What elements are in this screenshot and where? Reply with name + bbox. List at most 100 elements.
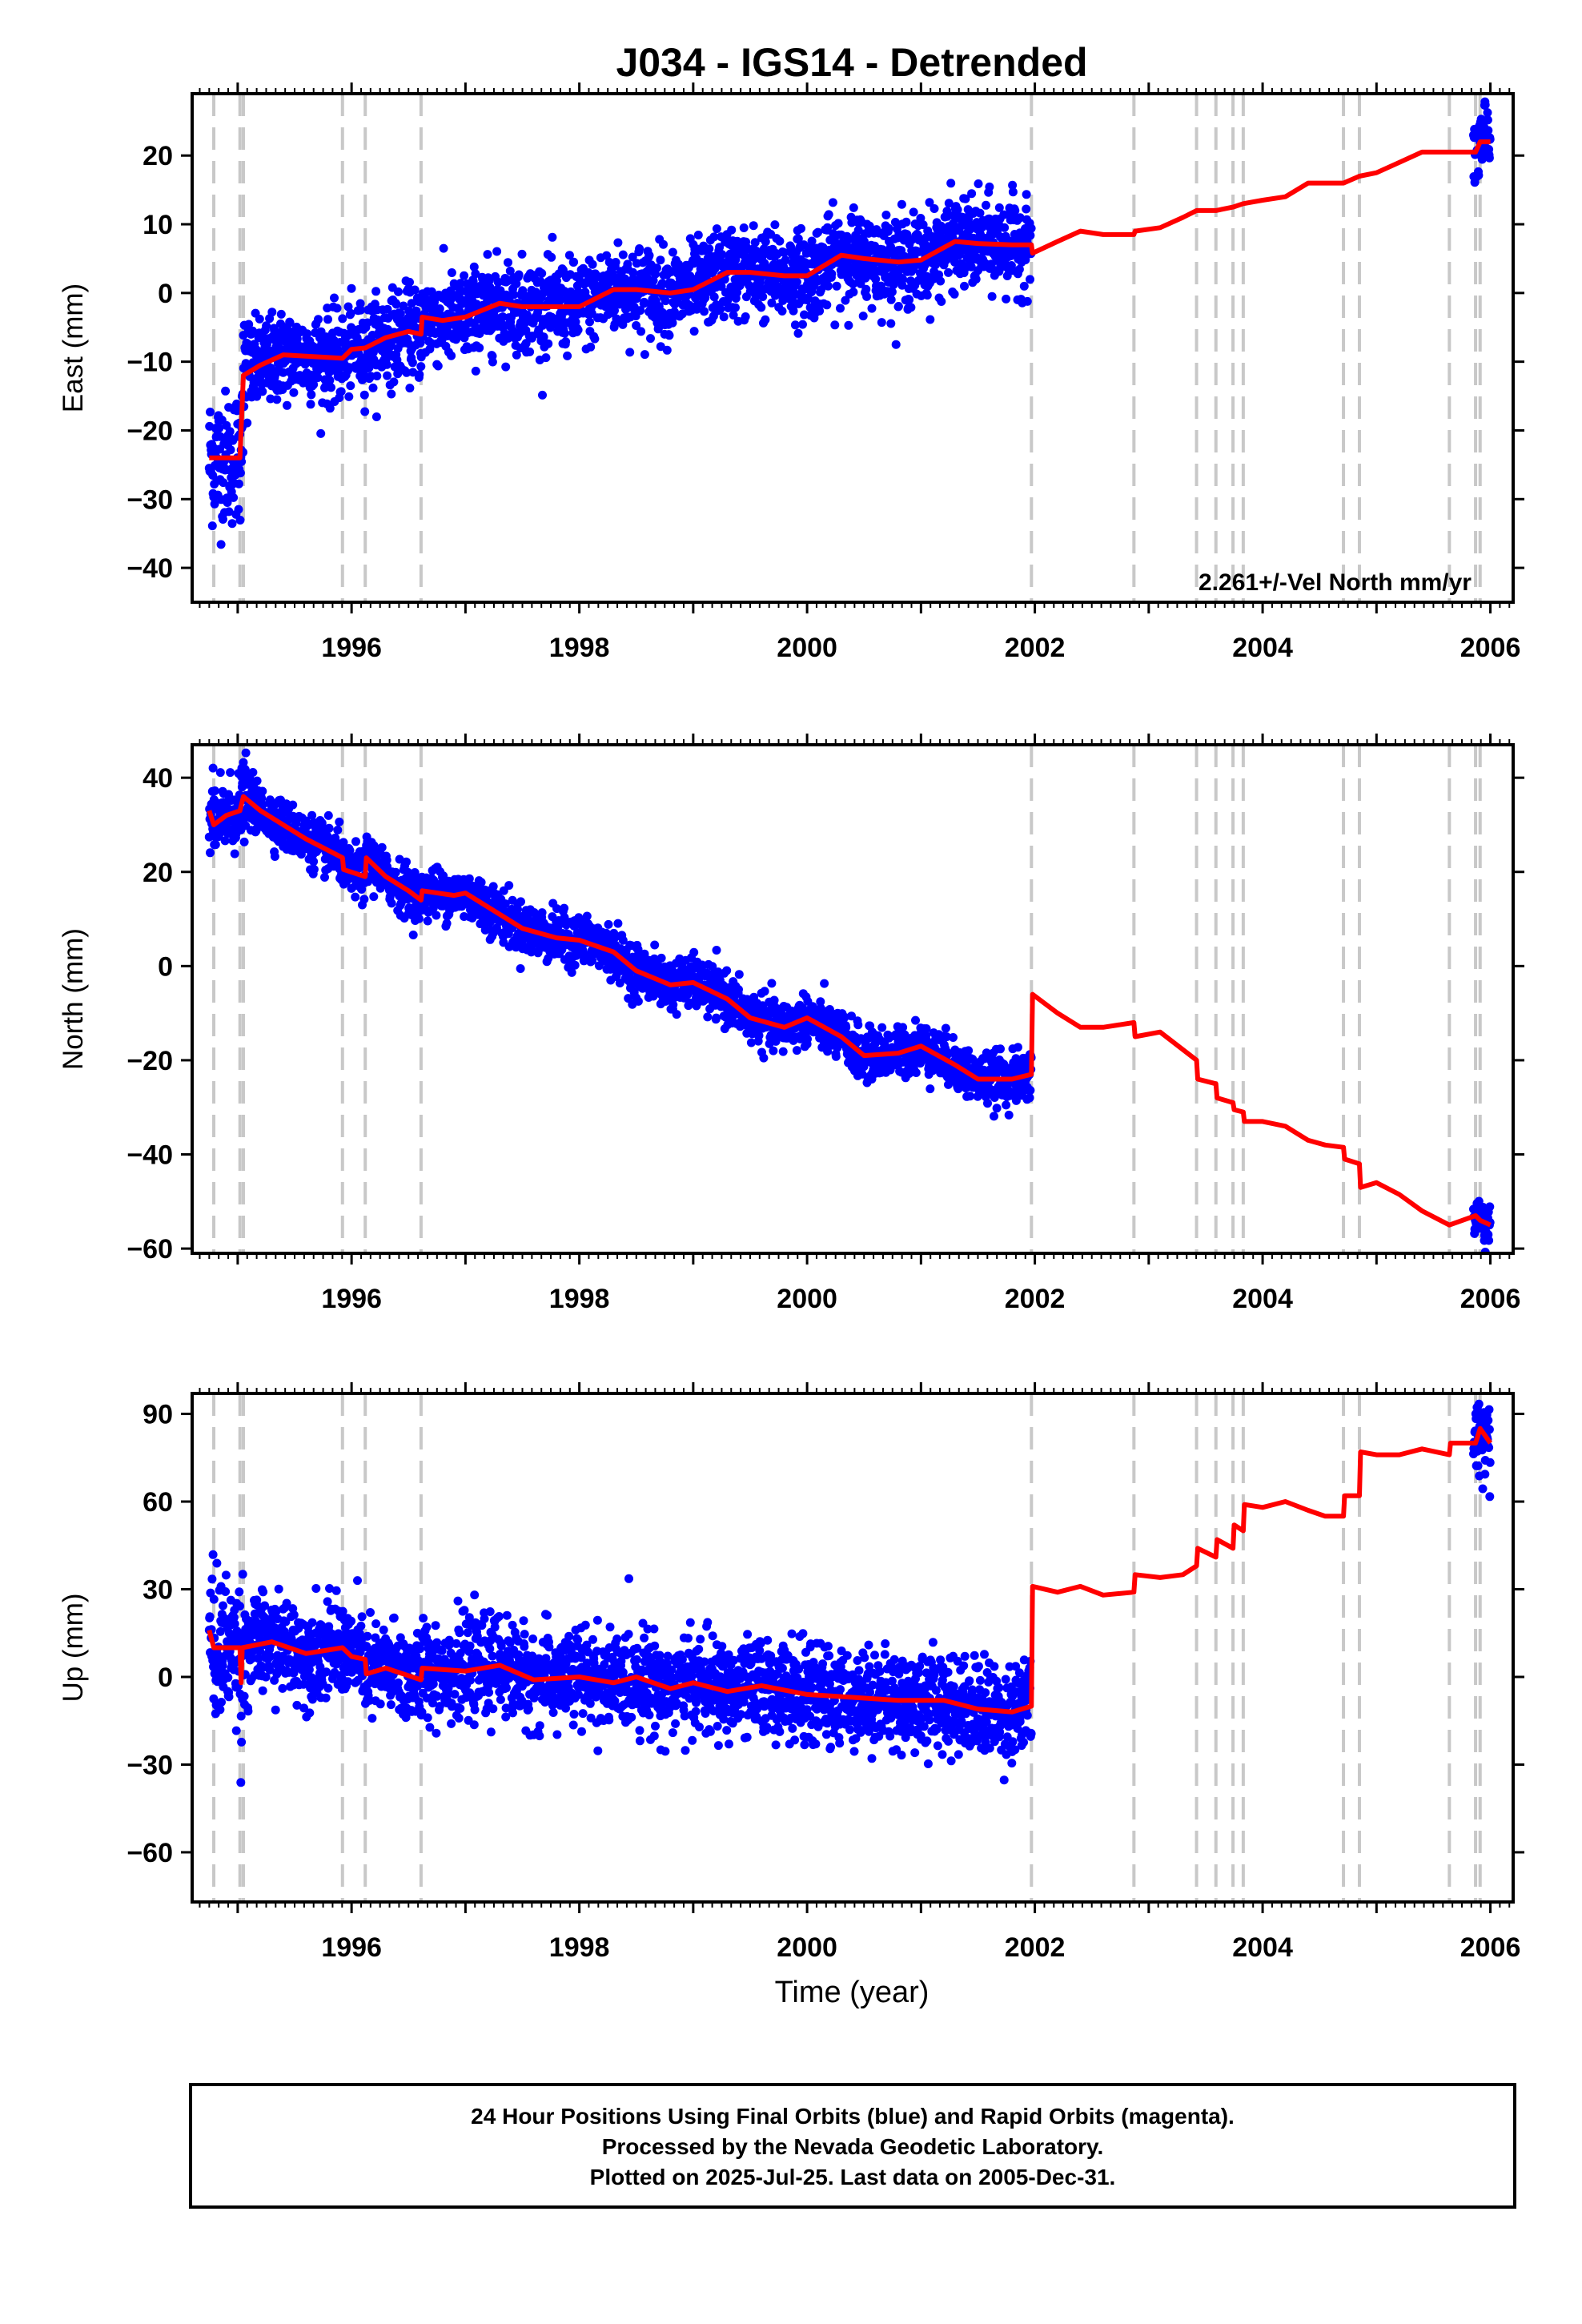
position-point	[930, 204, 939, 213]
position-point	[758, 292, 768, 301]
position-point	[234, 479, 243, 489]
position-point	[225, 427, 235, 436]
position-point	[327, 383, 335, 392]
position-point	[901, 217, 911, 227]
position-point	[372, 372, 382, 380]
position-point	[227, 519, 237, 529]
position-point	[770, 220, 780, 230]
position-point	[893, 302, 903, 311]
position-point	[709, 232, 719, 242]
break-lines	[212, 745, 1482, 1253]
position-point	[823, 281, 833, 291]
position-point	[1474, 171, 1484, 180]
position-point	[582, 911, 592, 921]
position-point	[946, 179, 956, 188]
position-point	[383, 371, 392, 380]
position-point	[313, 373, 323, 382]
y-tick-label: −20	[126, 416, 173, 446]
position-point	[636, 306, 645, 316]
position-point	[258, 786, 267, 796]
position-point	[891, 340, 901, 349]
position-point	[749, 221, 758, 231]
position-point	[803, 1035, 812, 1043]
position-point	[516, 897, 525, 907]
position-point	[561, 337, 571, 347]
position-point	[693, 231, 703, 239]
position-point	[798, 320, 807, 329]
position-point	[468, 276, 478, 286]
position-point	[402, 368, 412, 377]
position-point	[394, 287, 403, 296]
position-point	[216, 540, 226, 549]
position-point	[405, 277, 414, 287]
position-point	[585, 317, 594, 327]
position-point	[867, 304, 877, 313]
position-point	[897, 199, 906, 209]
east-panel: 1996 1998 2000 2002 2004 200620100−10−20−30−4…	[58, 82, 1524, 663]
position-point	[652, 263, 661, 273]
position-point	[371, 412, 381, 421]
position-point	[382, 360, 391, 369]
position-point	[769, 995, 779, 1005]
position-point	[1026, 223, 1036, 233]
position-point	[351, 837, 360, 846]
position-point	[1019, 281, 1029, 291]
x-tick-label: 2006	[1460, 633, 1521, 663]
position-point	[224, 507, 234, 517]
position-point	[539, 332, 548, 342]
position-point	[985, 182, 994, 191]
position-point	[423, 916, 432, 926]
position-point	[722, 966, 732, 975]
position-point	[309, 865, 319, 875]
position-point	[1480, 100, 1490, 110]
position-point	[604, 919, 613, 929]
position-point	[389, 377, 399, 387]
y-axis-label: East (mm)	[58, 283, 89, 412]
position-point	[741, 312, 750, 321]
position-point	[306, 400, 315, 409]
position-point	[485, 282, 495, 292]
position-point	[244, 320, 254, 329]
position-point	[625, 348, 635, 357]
position-point	[613, 238, 623, 247]
position-point	[537, 268, 547, 278]
y-tick-label: −40	[126, 553, 173, 584]
position-point	[210, 499, 219, 509]
position-point	[207, 521, 217, 531]
position-point	[705, 244, 714, 254]
position-point	[335, 817, 344, 826]
position-point	[555, 296, 564, 305]
position-point	[309, 380, 319, 389]
position-point	[703, 1012, 713, 1022]
position-point	[636, 327, 646, 336]
position-point	[862, 292, 872, 301]
position-point	[211, 786, 219, 795]
position-point	[314, 315, 323, 324]
position-point	[640, 350, 649, 360]
position-point	[689, 327, 699, 336]
position-point	[792, 277, 801, 287]
position-point	[717, 250, 727, 259]
position-point	[877, 318, 886, 328]
position-point	[415, 370, 424, 380]
position-point	[541, 353, 551, 363]
position-point	[608, 268, 617, 278]
position-point	[739, 223, 749, 232]
velocity-annotation: 2.261+/-Vel North mm/yr	[1199, 569, 1472, 596]
position-point	[544, 339, 553, 348]
position-point	[831, 1051, 841, 1061]
position-point	[1022, 296, 1032, 306]
position-point	[657, 279, 667, 288]
position-point	[289, 388, 299, 397]
position-point	[276, 309, 286, 319]
position-point	[618, 320, 628, 329]
position-point	[347, 283, 356, 293]
position-point	[733, 287, 741, 297]
position-point	[672, 1010, 681, 1019]
position-point	[792, 1046, 801, 1055]
position-point	[547, 252, 556, 262]
position-point	[701, 293, 710, 303]
position-point	[830, 320, 840, 330]
position-point	[234, 505, 243, 514]
position-point	[987, 292, 997, 301]
